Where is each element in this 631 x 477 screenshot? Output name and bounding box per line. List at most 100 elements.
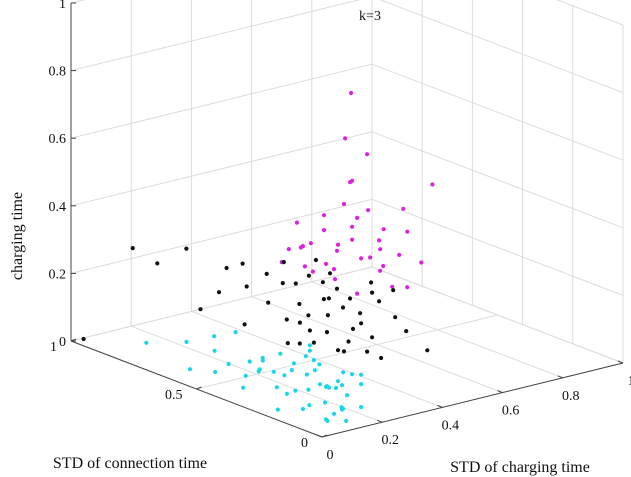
data-point bbox=[244, 284, 249, 289]
y-tick bbox=[196, 386, 202, 390]
data-point bbox=[323, 261, 329, 266]
data-point bbox=[425, 348, 430, 353]
data-point bbox=[307, 348, 312, 353]
z-tick-label: 1 bbox=[59, 0, 66, 12]
data-point bbox=[325, 418, 330, 424]
data-point bbox=[405, 285, 410, 290]
data-point bbox=[285, 341, 290, 346]
data-point bbox=[303, 354, 308, 359]
data-point bbox=[369, 280, 374, 285]
data-point bbox=[355, 215, 360, 220]
x-axis-title: STD of charging time bbox=[450, 459, 590, 476]
y-tick bbox=[321, 434, 328, 438]
data-point bbox=[348, 180, 353, 185]
z-tick-label: 0 bbox=[59, 335, 66, 350]
grid-line bbox=[70, 131, 373, 207]
data-point bbox=[322, 400, 328, 405]
data-point bbox=[317, 382, 323, 387]
data-point bbox=[81, 336, 86, 342]
data-point bbox=[271, 369, 276, 374]
data-point bbox=[335, 379, 341, 384]
data-point bbox=[241, 385, 246, 390]
data-point bbox=[307, 328, 312, 333]
data-point bbox=[297, 341, 302, 346]
data-point bbox=[184, 339, 189, 344]
data-point bbox=[368, 255, 373, 260]
data-point bbox=[358, 311, 363, 316]
data-point bbox=[321, 228, 327, 233]
data-point bbox=[144, 340, 149, 345]
z-tick-label: 0.8 bbox=[49, 65, 67, 80]
data-point bbox=[366, 208, 371, 213]
data-point bbox=[350, 326, 356, 331]
z-axis-title: charging time bbox=[9, 192, 26, 280]
data-point bbox=[349, 90, 354, 96]
y-tick-label: 1 bbox=[50, 340, 57, 355]
x-tick bbox=[497, 390, 503, 394]
data-point bbox=[335, 348, 341, 353]
data-point bbox=[307, 403, 312, 408]
data-point bbox=[341, 201, 347, 207]
data-point bbox=[275, 407, 280, 412]
data-point bbox=[297, 301, 302, 307]
data-point bbox=[381, 263, 386, 269]
data-point bbox=[341, 370, 346, 375]
data-point bbox=[344, 418, 349, 423]
data-point bbox=[293, 388, 298, 393]
data-point bbox=[289, 368, 294, 373]
y-tick-label: 0 bbox=[301, 436, 308, 451]
data-point bbox=[240, 261, 245, 266]
data-point bbox=[243, 373, 248, 378]
x-tick bbox=[437, 404, 443, 408]
data-point bbox=[326, 385, 332, 390]
data-point bbox=[350, 224, 355, 229]
data-point bbox=[350, 372, 355, 377]
data-point bbox=[390, 284, 395, 289]
data-point bbox=[334, 248, 340, 253]
data-point bbox=[331, 411, 337, 416]
data-point bbox=[320, 280, 325, 285]
data-point bbox=[379, 355, 384, 361]
data-point bbox=[326, 296, 331, 301]
data-point bbox=[274, 385, 279, 390]
data-point bbox=[359, 321, 364, 326]
data-points bbox=[81, 90, 435, 424]
data-point bbox=[365, 349, 370, 354]
data-point bbox=[293, 281, 298, 286]
x-tick-label: 0.8 bbox=[562, 389, 580, 404]
data-point bbox=[233, 330, 238, 335]
data-point bbox=[247, 359, 252, 364]
data-point bbox=[212, 348, 217, 353]
data-point bbox=[340, 383, 345, 388]
data-point bbox=[331, 267, 337, 272]
data-point bbox=[311, 358, 316, 363]
data-point bbox=[340, 305, 346, 310]
grid-line bbox=[371, 198, 624, 296]
y-tick-label: 0.5 bbox=[165, 388, 183, 403]
data-point bbox=[264, 271, 269, 276]
data-point bbox=[310, 269, 315, 274]
grid-line bbox=[70, 266, 373, 342]
data-point bbox=[284, 317, 289, 322]
x-tick bbox=[557, 375, 563, 379]
data-point bbox=[260, 358, 265, 363]
data-point bbox=[359, 405, 364, 410]
data-point bbox=[306, 313, 311, 318]
data-point bbox=[350, 237, 355, 242]
data-point bbox=[242, 322, 247, 327]
data-point bbox=[359, 372, 364, 377]
data-point bbox=[213, 369, 218, 375]
grid-line bbox=[70, 63, 373, 139]
data-point bbox=[333, 385, 339, 391]
data-point bbox=[339, 407, 345, 412]
data-point bbox=[300, 406, 305, 412]
data-point bbox=[404, 329, 409, 334]
data-point bbox=[226, 361, 231, 367]
data-point bbox=[393, 315, 398, 320]
x-tick-label: 1 bbox=[628, 374, 631, 389]
x-tick bbox=[377, 419, 383, 423]
grid-line bbox=[379, 0, 624, 94]
x-tick-label: 0.2 bbox=[381, 433, 399, 448]
data-point bbox=[365, 152, 370, 157]
